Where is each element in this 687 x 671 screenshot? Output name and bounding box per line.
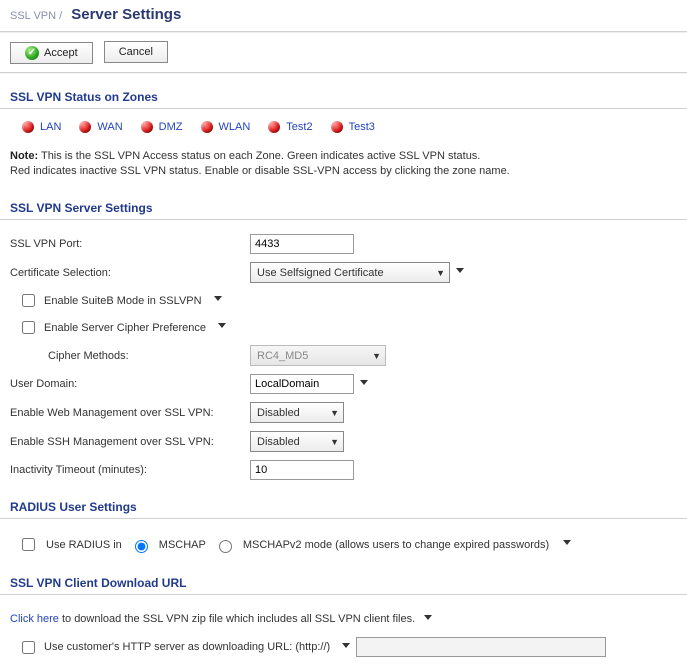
port-label: SSL VPN Port: xyxy=(10,238,250,250)
note-prefix: Note: xyxy=(10,150,38,162)
breadcrumb-parent[interactable]: SSL VPN / xyxy=(10,10,62,22)
cipher-methods-select: RC4_MD5▼ xyxy=(250,345,386,366)
cancel-label: Cancel xyxy=(119,46,153,58)
mschap-radio[interactable] xyxy=(135,540,148,553)
download-rest: to download the SSL VPN zip file which i… xyxy=(59,613,415,625)
cipher-methods-label: Cipher Methods: xyxy=(10,350,250,362)
mschap-label: MSCHAP xyxy=(159,539,206,551)
status-dot-icon xyxy=(22,121,34,133)
page-title: Server Settings xyxy=(71,6,181,23)
suiteb-checkbox[interactable] xyxy=(22,294,35,307)
use-radius-checkbox[interactable] xyxy=(22,538,35,551)
help-icon[interactable] xyxy=(214,296,222,301)
status-dot-icon xyxy=(201,121,213,133)
breadcrumb: SSL VPN / Server Settings xyxy=(10,6,181,23)
help-icon[interactable] xyxy=(424,615,432,620)
zone-test2[interactable]: Test2 xyxy=(268,121,312,133)
webmgmt-label: Enable Web Management over SSL VPN: xyxy=(10,407,250,419)
cipherpref-label: Enable Server Cipher Preference xyxy=(44,322,206,334)
webmgmt-select[interactable]: Disabled▼ xyxy=(250,402,344,423)
http-url-checkbox[interactable] xyxy=(22,641,35,654)
status-dot-icon xyxy=(268,121,280,133)
status-dot-icon xyxy=(79,121,91,133)
domain-label: User Domain: xyxy=(10,378,250,390)
section-zones-title: SSL VPN Status on Zones xyxy=(0,74,687,108)
section-radius-title: RADIUS User Settings xyxy=(0,484,687,518)
zone-wlan[interactable]: WLAN xyxy=(201,121,251,133)
download-text: Click here to download the SSL VPN zip f… xyxy=(0,605,687,635)
accept-label: Accept xyxy=(44,47,78,59)
zone-wan[interactable]: WAN xyxy=(79,121,122,133)
toolbar: ✓ Accept Cancel xyxy=(0,41,687,72)
status-dot-icon xyxy=(331,121,343,133)
status-dot-icon xyxy=(141,121,153,133)
section-server-title: SSL VPN Server Settings xyxy=(0,185,687,219)
sshmgmt-label: Enable SSH Management over SSL VPN: xyxy=(10,436,250,448)
use-radius-label: Use RADIUS in xyxy=(46,539,122,551)
note-line1: This is the SSL VPN Access status on eac… xyxy=(41,150,480,162)
help-icon[interactable] xyxy=(563,540,571,545)
zone-lan[interactable]: LAN xyxy=(22,121,61,133)
help-icon[interactable] xyxy=(342,643,350,648)
cipherpref-checkbox[interactable] xyxy=(22,321,35,334)
cert-select[interactable]: Use Selfsigned Certificate▼ xyxy=(250,262,450,283)
sshmgmt-select[interactable]: Disabled▼ xyxy=(250,431,344,452)
timeout-input[interactable] xyxy=(250,460,354,480)
help-icon[interactable] xyxy=(360,380,368,385)
section-download-title: SSL VPN Client Download URL xyxy=(0,560,687,594)
mschapv2-radio[interactable] xyxy=(219,540,232,553)
http-url-input[interactable] xyxy=(356,637,606,657)
timeout-label: Inactivity Timeout (minutes): xyxy=(10,464,250,476)
note-line2: Red indicates inactive SSL VPN status. E… xyxy=(10,165,510,177)
cert-label: Certificate Selection: xyxy=(10,267,250,279)
accept-button[interactable]: ✓ Accept xyxy=(10,42,93,64)
mschapv2-label: MSCHAPv2 mode (allows users to change ex… xyxy=(243,539,549,551)
download-link[interactable]: Click here xyxy=(10,613,59,625)
chevron-down-icon: ▼ xyxy=(436,268,445,278)
domain-input[interactable] xyxy=(250,374,354,394)
zone-dmz[interactable]: DMZ xyxy=(141,121,183,133)
chevron-down-icon: ▼ xyxy=(330,408,339,418)
zones-list: LAN WAN DMZ WLAN Test2 Test3 xyxy=(0,119,687,141)
zones-note: Note: This is the SSL VPN Access status … xyxy=(0,141,687,186)
help-icon[interactable] xyxy=(218,323,226,328)
zone-test3[interactable]: Test3 xyxy=(331,121,375,133)
chevron-down-icon: ▼ xyxy=(330,437,339,447)
http-url-label: Use customer's HTTP server as downloadin… xyxy=(44,641,330,653)
help-icon[interactable] xyxy=(456,268,464,273)
chevron-down-icon: ▼ xyxy=(372,351,381,361)
port-input[interactable] xyxy=(250,234,354,254)
check-icon: ✓ xyxy=(25,46,39,60)
cancel-button[interactable]: Cancel xyxy=(104,41,168,63)
suiteb-label: Enable SuiteB Mode in SSLVPN xyxy=(44,295,202,307)
